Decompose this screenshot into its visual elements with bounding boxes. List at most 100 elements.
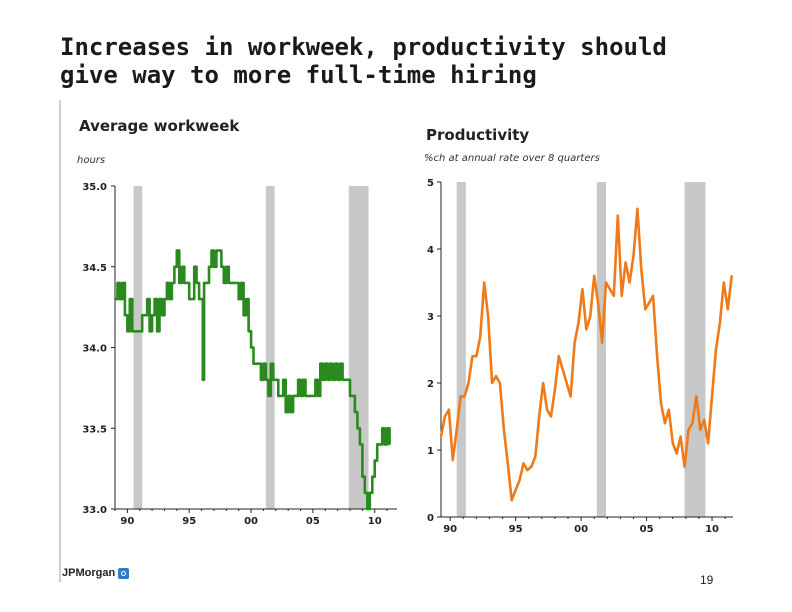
right-data-point [640,268,643,270]
left-data-point [294,395,297,397]
left-data-point [250,346,252,349]
left-data-point [279,395,282,397]
left-data-point [215,249,218,252]
left-data-point [126,330,129,333]
right-recession-band-1 [596,182,606,517]
right-data-point [538,415,541,418]
left-data-point [156,330,158,333]
right-data-point [483,281,486,284]
productivity-data-points [440,207,733,502]
right-xtick-label: 05 [640,524,654,535]
right-data-point [707,442,710,445]
left-data-point [269,362,272,365]
left-data-point [311,395,314,397]
left-xtick-label: 95 [182,516,196,527]
right-data-point [722,281,725,284]
right-data-point [644,308,647,311]
productivity-chart-ylabel: %ch at annual rate over 8 quarters [424,153,600,164]
left-data-point [260,378,262,381]
left-recession-band-0 [133,186,143,509]
right-data-point [479,335,482,337]
workweek-recession-bands [133,186,369,509]
jpmorgan-logo: JPMorgan [62,567,130,579]
right-data-point [601,341,603,344]
right-data-point [679,435,682,438]
left-data-point [183,282,186,284]
left-data-point [151,314,154,317]
left-data-point [321,378,324,381]
slide-title: Increases in workweek, productivity shou… [60,33,760,89]
left-data-point [208,265,210,268]
left-data-point [190,298,193,300]
left-data-point [381,427,384,430]
left-data-point [316,395,319,397]
right-data-point [609,288,611,291]
right-data-point [616,214,619,217]
right-data-point [656,355,658,358]
right-data-point [593,274,596,277]
left-data-point [166,282,168,284]
left-data-point [163,298,166,300]
right-data-point [703,418,706,421]
left-data-point [119,298,121,300]
left-xtick-label: 05 [306,516,320,527]
right-data-point [534,455,537,458]
right-ytick-label: 4 [427,245,434,256]
right-data-point [522,462,525,465]
right-data-point [683,465,686,468]
left-data-point [198,298,201,300]
left-data-point [344,378,346,381]
left-data-point [136,330,139,333]
left-data-point [225,265,228,268]
right-data-point [557,355,560,358]
left-data-point [388,443,391,446]
right-xtick-label: 00 [574,524,588,535]
left-data-point [282,378,285,381]
right-xtick-label: 95 [509,524,523,535]
left-data-point [284,411,287,413]
left-data-point [161,314,163,317]
productivity-recession-bands [456,182,706,517]
right-data-point [585,328,588,331]
right-ytick-label: 5 [427,178,434,189]
right-xtick-label: 10 [705,524,719,535]
left-xtick-label: 10 [368,516,382,527]
right-data-point [506,462,509,465]
left-data-point [193,265,196,268]
left-data-point [153,298,156,300]
right-data-point [652,295,655,297]
right-data-point [628,281,631,284]
right-data-point [561,368,564,371]
right-data-point [471,355,474,358]
right-data-point [711,395,713,398]
left-data-point [361,475,364,478]
left-data-point [307,395,309,397]
right-data-point [463,395,466,398]
left-data-point [143,314,146,317]
logo-text: JPMorgan [62,567,116,579]
left-data-point [252,362,255,365]
left-data-point [267,395,270,397]
left-data-point [222,282,225,284]
left-data-point [373,459,376,462]
left-data-point [386,427,389,430]
right-ytick-label: 2 [427,379,434,390]
right-data-point [455,429,458,431]
right-data-point [467,382,470,384]
left-data-point [133,330,136,333]
left-data-point [158,298,161,300]
left-data-point [205,282,208,284]
productivity-chart-title: Productivity [426,126,529,144]
slide-title-line-2: give way to more full-time hiring [60,61,537,89]
right-data-point [648,301,651,304]
right-data-point [491,382,493,384]
right-data-point [459,395,462,398]
left-recession-band-2 [348,186,369,509]
productivity-chart: Productivity %ch at annual rate over 8 q… [424,126,733,535]
left-data-point [302,378,304,381]
left-ytick-label: 33.5 [82,424,107,435]
left-data-point [376,443,379,446]
right-data-point [660,402,662,404]
right-data-point [475,355,478,358]
